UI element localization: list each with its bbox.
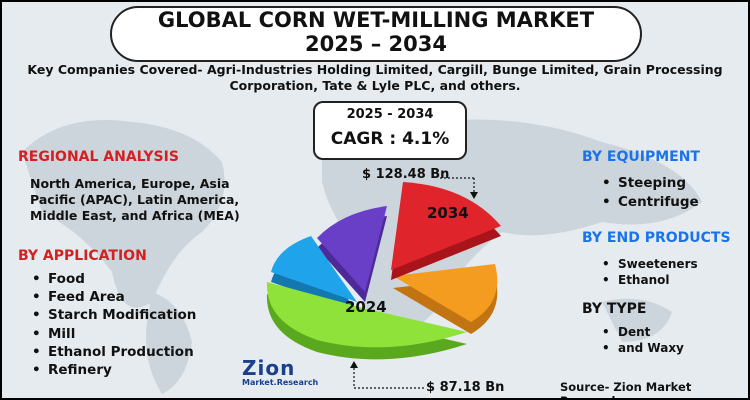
- by-type-heading: BY TYPE: [582, 301, 647, 317]
- key-companies-text: Key Companies Covered- Agri-Industries H…: [27, 62, 723, 93]
- application-item: Ethanol Production: [32, 343, 196, 361]
- title-line-1: GLOBAL CORN WET-MILLING MARKET: [157, 8, 595, 32]
- equipment-item: Centrifuge: [602, 193, 699, 212]
- end-products-list: Sweeteners Ethanol: [600, 256, 698, 288]
- application-item: Mill: [32, 325, 196, 343]
- cagr-box: 2025 - 2034 CAGR : 4.1%: [313, 101, 467, 160]
- equipment-item: Steeping: [602, 174, 699, 193]
- by-equipment-heading: BY EQUIPMENT: [582, 149, 700, 165]
- title-line-2: 2025 – 2034: [304, 32, 448, 56]
- pie-slice-blue: [271, 236, 357, 312]
- pie-slice-purple: [317, 206, 387, 302]
- cagr-period: 2025 - 2034: [346, 107, 434, 122]
- by-end-products-heading: BY END PRODUCTS: [582, 230, 731, 246]
- application-item: Food: [32, 270, 196, 288]
- logo-main-text: Zion: [242, 356, 296, 380]
- callout-arrow-2024: [350, 361, 426, 389]
- application-item: Starch Modification: [32, 306, 196, 324]
- end-product-item: Sweeteners: [602, 256, 698, 272]
- value-2024-callout: $ 87.18 Bn: [426, 380, 505, 395]
- zion-logo: Zion Market.Research: [242, 358, 322, 387]
- by-application-heading: BY APPLICATION: [18, 248, 147, 264]
- callout-arrow-2034: [440, 177, 478, 199]
- regional-analysis-text: North America, Europe, Asia Pacific (APA…: [30, 176, 240, 223]
- value-2034-callout: $ 128.48 Bn: [362, 167, 450, 182]
- title-banner: GLOBAL CORN WET-MILLING MARKET 2025 – 20…: [110, 6, 642, 62]
- application-list: Food Feed Area Starch Modification Mill …: [30, 270, 196, 379]
- exploded-pie-chart: 2034 2024: [266, 182, 501, 360]
- type-item: and Waxy: [602, 340, 684, 356]
- equipment-list: Steeping Centrifuge: [600, 174, 699, 212]
- pie-slice-red: [391, 182, 501, 280]
- pie-slice-orange: [393, 264, 498, 334]
- pie-label-2034: 2034: [427, 204, 469, 222]
- type-list: Dent and Waxy: [600, 324, 684, 356]
- application-item: Refinery: [32, 361, 196, 379]
- type-item: Dent: [602, 324, 684, 340]
- regional-analysis-heading: REGIONAL ANALYSIS: [18, 149, 179, 165]
- application-item: Feed Area: [32, 288, 196, 306]
- source-text: Source- Zion Market Research: [560, 380, 692, 398]
- end-product-item: Ethanol: [602, 272, 698, 288]
- pie-label-2024: 2024: [345, 298, 387, 316]
- cagr-value: CAGR : 4.1%: [330, 129, 450, 149]
- pie-slice-green: [266, 282, 467, 360]
- logo-sub-text: Market.Research: [242, 378, 319, 387]
